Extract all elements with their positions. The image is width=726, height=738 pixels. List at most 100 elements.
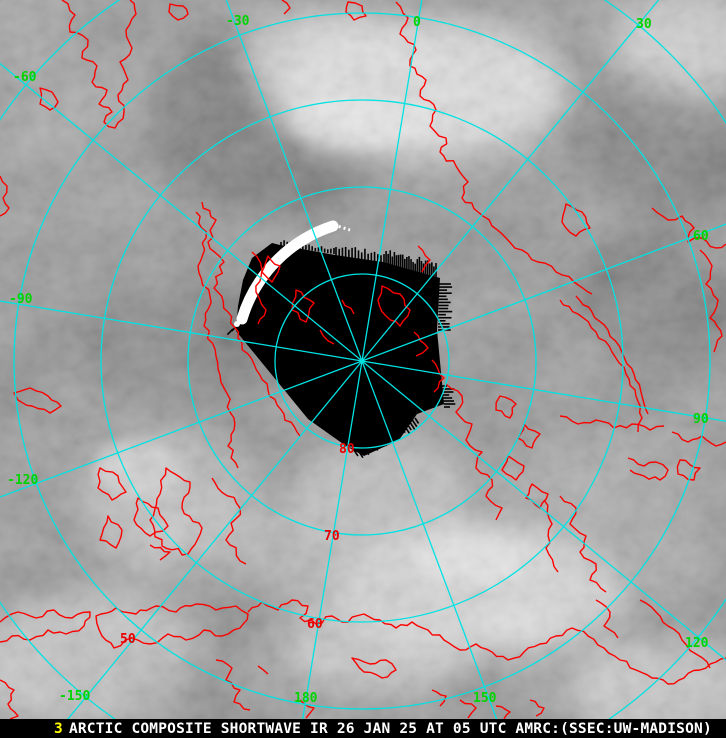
longitude-label: -30	[226, 14, 250, 29]
coastline-path	[0, 679, 19, 719]
longitude-label: 0	[413, 15, 421, 30]
coastline-path	[561, 203, 591, 237]
latitude-circle-70	[187, 186, 537, 536]
comb-tick	[411, 419, 418, 428]
coastline-path	[575, 295, 649, 415]
coordinate-labels: -60 -30 0 30 60 90 120 150 180 -150 -120 -90 80 70 60 5…	[7, 14, 709, 706]
meridian-line	[361, 0, 660, 362]
meridian-line	[225, 0, 363, 362]
longitude-label: 60	[693, 229, 709, 244]
status-bar-text: ARCTIC COMPOSITE SHORTWAVE IR 26 JAN 25 …	[68, 720, 712, 737]
coastline-path	[97, 467, 127, 501]
coastline-path	[261, 255, 281, 283]
meridian-line	[361, 360, 498, 719]
coastline-path	[281, 0, 291, 15]
frame-number: 3	[54, 720, 63, 737]
coastline-path	[699, 249, 723, 353]
meridian-line	[361, 223, 726, 362]
coastline-path	[299, 699, 315, 719]
longitude-label: 30	[636, 17, 652, 32]
comb-tick	[353, 449, 359, 457]
comb-tick	[396, 426, 404, 435]
comb-tick	[382, 434, 390, 444]
coastline-path	[501, 455, 525, 481]
coastline-path	[345, 1, 367, 21]
coastline-path	[431, 359, 445, 393]
coastline-path	[417, 245, 431, 273]
latitude-label: 80	[339, 442, 355, 457]
latitude-label: 70	[324, 529, 340, 544]
coastline-path	[341, 299, 355, 315]
meridian-line	[302, 360, 363, 719]
coastline-path	[413, 331, 429, 357]
meridian-line	[361, 360, 726, 422]
latitude-circle-60	[100, 99, 624, 623]
coastline-path	[251, 251, 267, 325]
comb-tick	[405, 422, 412, 431]
meridian-line	[361, 360, 726, 661]
comb-tick	[356, 448, 364, 459]
coastline-path	[149, 544, 171, 561]
coastline-path	[595, 599, 619, 639]
coastline-path	[211, 477, 247, 565]
coastline-path	[495, 705, 511, 719]
comb-tick	[414, 417, 420, 424]
arctic-composite-map: -60 -30 0 30 60 90 120 150 180 -150 -120 -90 80 70 60 5…	[0, 0, 726, 719]
comb-tick	[388, 431, 396, 442]
coastline-path	[395, 1, 593, 295]
coastline-path	[377, 285, 411, 327]
coastline-path	[0, 175, 10, 217]
latitude-label: 50	[120, 632, 136, 647]
coastline-path	[671, 431, 726, 447]
meridian-line	[0, 360, 363, 498]
longitude-label: -60	[13, 70, 37, 85]
latitude-circle-50	[13, 12, 711, 710]
coastline-path	[559, 415, 665, 431]
coastline-path	[247, 599, 726, 685]
longitude-label: -90	[9, 292, 33, 307]
coastline-path	[13, 387, 62, 414]
coastlines	[0, 0, 726, 719]
coastline-path	[627, 457, 669, 481]
coastline-path	[459, 699, 477, 719]
meridian-line	[361, 0, 423, 362]
comb-tick	[393, 428, 399, 435]
longitude-label: -120	[7, 473, 38, 488]
longitude-label: 90	[693, 412, 709, 427]
coastline-path	[61, 0, 137, 129]
white-arc-artifact	[234, 220, 351, 327]
coastline-path	[133, 497, 169, 537]
coastline-path	[445, 383, 503, 521]
longitude-label: -150	[59, 689, 90, 704]
status-bar: 3 ARCTIC COMPOSITE SHORTWAVE IR 26 JAN 25…	[0, 719, 726, 738]
comb-tick	[408, 420, 416, 431]
coastline-path	[215, 659, 251, 711]
coastline-path	[529, 699, 545, 717]
comb-tick	[370, 440, 379, 451]
comb-tick	[399, 425, 406, 434]
meridian-line	[0, 62, 363, 362]
coastline-path	[431, 689, 447, 707]
coastline-path	[651, 207, 726, 249]
coastline-path	[257, 665, 269, 675]
longitude-label: 180	[294, 691, 318, 706]
comb-tick	[391, 429, 396, 436]
coastline-path	[168, 3, 189, 21]
coastline-path	[639, 599, 711, 669]
data-void-polygon	[236, 243, 444, 456]
coastline-path	[99, 515, 123, 549]
comb-tick	[385, 432, 392, 441]
coastline-path	[149, 467, 203, 556]
coastline-path	[0, 609, 91, 643]
coastline-path	[495, 395, 517, 419]
comb-tick	[402, 423, 411, 434]
coastline-path	[319, 329, 335, 345]
comb-tick	[362, 444, 370, 456]
longitude-label: 120	[685, 636, 709, 651]
coastline-path	[195, 211, 239, 469]
coastline-path	[559, 299, 643, 433]
latitude-label: 60	[307, 617, 323, 632]
latitude-circle-80	[274, 273, 450, 449]
coastline-path	[676, 459, 701, 481]
